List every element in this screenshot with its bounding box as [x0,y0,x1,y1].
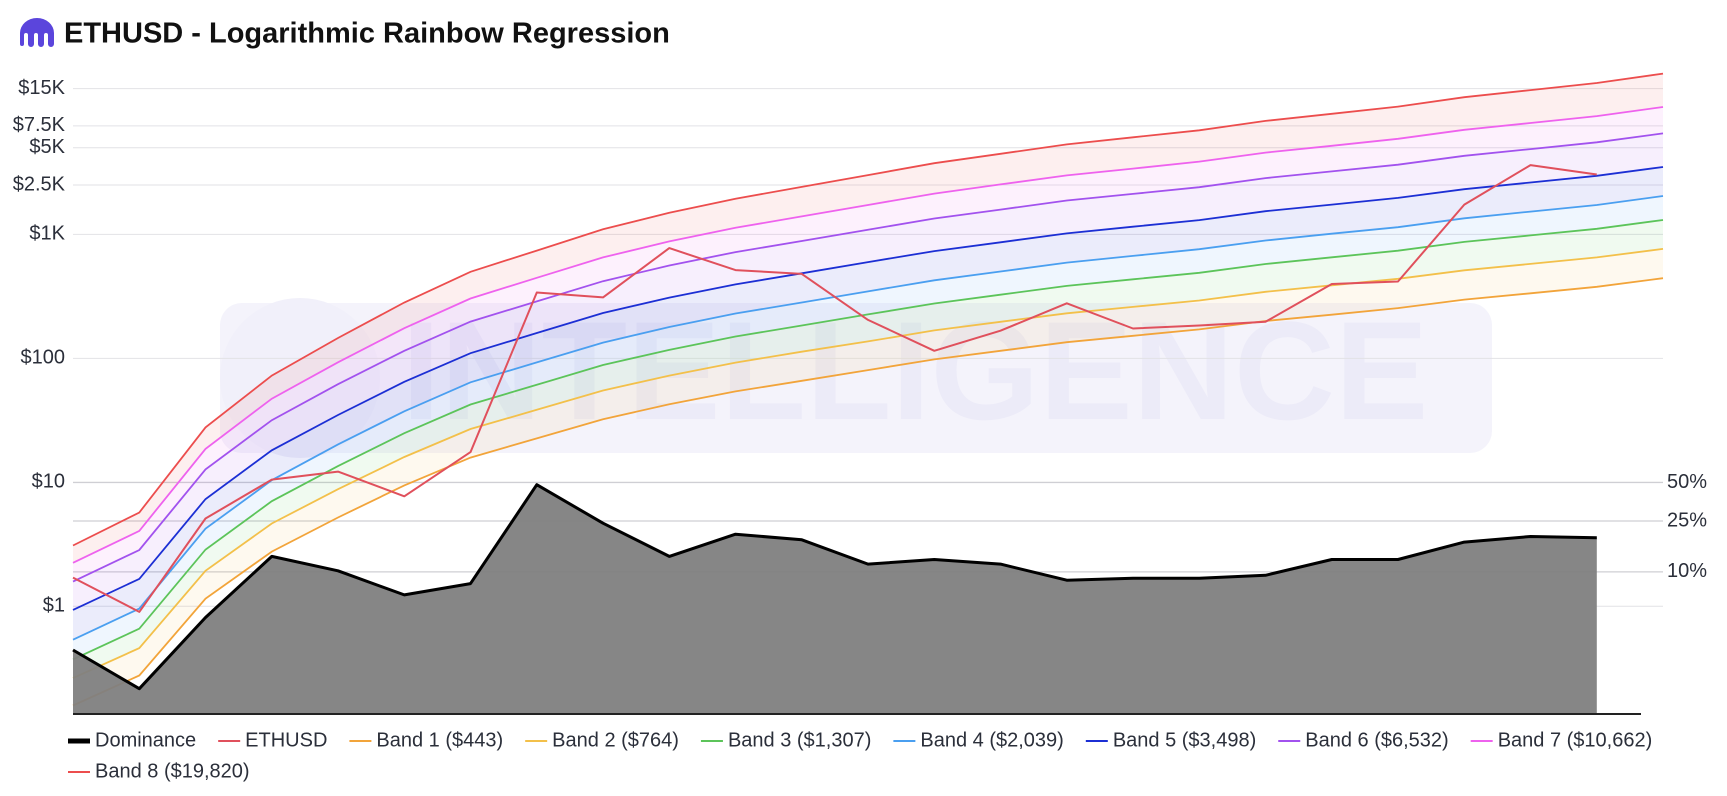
band-line [72,72,1664,547]
legend-item: Band 6 ($6,532) [1278,729,1449,751]
watermark-box [220,303,1492,453]
band-line [72,166,1664,611]
series-lines [72,72,1664,714]
legend-label: Band 8 ($19,820) [95,760,250,782]
legend-label: Band 7 ($10,662) [1498,729,1653,751]
legend-item: Band 7 ($10,662) [1470,729,1653,751]
legend-item: Band 3 ($1,307) [700,729,871,751]
y-tick-label: $1 [43,594,65,616]
logo [20,18,54,47]
legend-item: Band 1 ($443) [349,729,503,751]
logo-mark [20,18,54,47]
legend-item: Dominance [68,729,196,751]
chart-title: ETHUSD - Logarithmic Rainbow Regression [64,18,670,50]
y2-tick-label: 10% [1667,560,1707,582]
band-line [72,277,1664,707]
band-line [72,132,1664,583]
y2-tick-label: 50% [1667,471,1707,493]
y-tick-label: $1K [29,223,65,245]
legend-item: Band 4 ($2,039) [893,729,1064,751]
legend-label: Band 2 ($764) [552,729,679,751]
band-fill [73,248,1663,706]
y-tick-label: $100 [21,347,66,369]
legend-label: Band 1 ($443) [376,729,503,751]
band-fill [73,107,1663,582]
band-fill [73,196,1663,660]
y-tick-label: $7.5K [13,114,66,136]
band-line [72,248,1664,679]
band-line [72,106,1664,564]
band-line [72,219,1664,661]
legend-label: ETHUSD [245,729,327,751]
area-fill [73,484,1597,714]
y-tick-label: $2.5K [13,173,66,195]
band-line [72,195,1664,641]
watermark: INTELLIGENCE [402,292,1429,449]
y2-tick-label: 25% [1667,509,1707,531]
area-line [72,483,1597,691]
price-line [72,164,1597,613]
band-fill [73,73,1663,563]
legend-label: Dominance [95,729,196,751]
legend-label: Band 3 ($1,307) [728,729,871,751]
legend-item: Band 2 ($764) [525,729,679,751]
y-tick-label: $5K [29,136,65,158]
legend-label: Band 4 ($2,039) [920,729,1063,751]
legend-item: Band 8 ($19,820) [68,760,250,782]
watermark-logo [220,298,380,458]
legend-label: Band 6 ($6,532) [1305,729,1448,751]
grid: $1 $10 $100 $1K $2.5K $5K$7.5K $15K 10% 25% 50% [13,77,1708,617]
y-tick-label: $10 [32,471,65,493]
legend: Dominance ETHUSD Band 1 ($443) Band 2 ($764… [68,729,1652,782]
legend-item: ETHUSD [218,729,327,751]
legend-label: Band 5 ($3,498) [1113,729,1256,751]
legend-item: Band 5 ($3,498) [1085,729,1256,751]
y-tick-label: $15K [18,77,65,99]
